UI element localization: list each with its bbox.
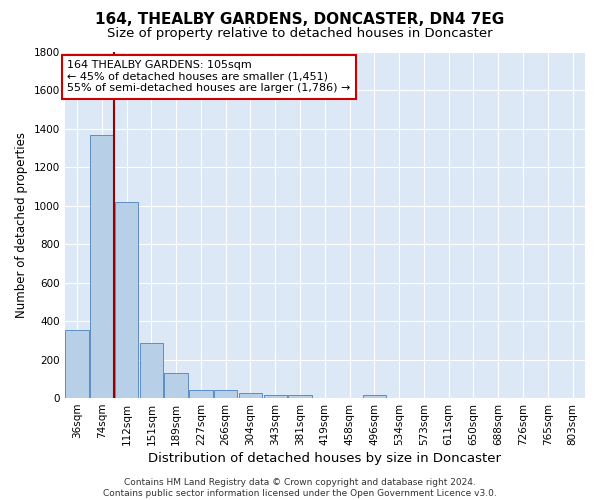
- Bar: [263, 394, 287, 398]
- Bar: [115, 202, 139, 398]
- Bar: [288, 394, 312, 398]
- Bar: [164, 373, 188, 398]
- Y-axis label: Number of detached properties: Number of detached properties: [15, 132, 28, 318]
- Text: Size of property relative to detached houses in Doncaster: Size of property relative to detached ho…: [107, 28, 493, 40]
- Text: 164 THEALBY GARDENS: 105sqm
← 45% of detached houses are smaller (1,451)
55% of : 164 THEALBY GARDENS: 105sqm ← 45% of det…: [67, 60, 350, 94]
- Bar: [214, 390, 238, 398]
- Bar: [90, 136, 113, 398]
- Bar: [362, 394, 386, 398]
- Text: 164, THEALBY GARDENS, DONCASTER, DN4 7EG: 164, THEALBY GARDENS, DONCASTER, DN4 7EG: [95, 12, 505, 28]
- Bar: [189, 390, 213, 398]
- Bar: [65, 330, 89, 398]
- Text: Contains HM Land Registry data © Crown copyright and database right 2024.
Contai: Contains HM Land Registry data © Crown c…: [103, 478, 497, 498]
- Bar: [239, 392, 262, 398]
- X-axis label: Distribution of detached houses by size in Doncaster: Distribution of detached houses by size …: [148, 452, 502, 465]
- Bar: [140, 343, 163, 398]
